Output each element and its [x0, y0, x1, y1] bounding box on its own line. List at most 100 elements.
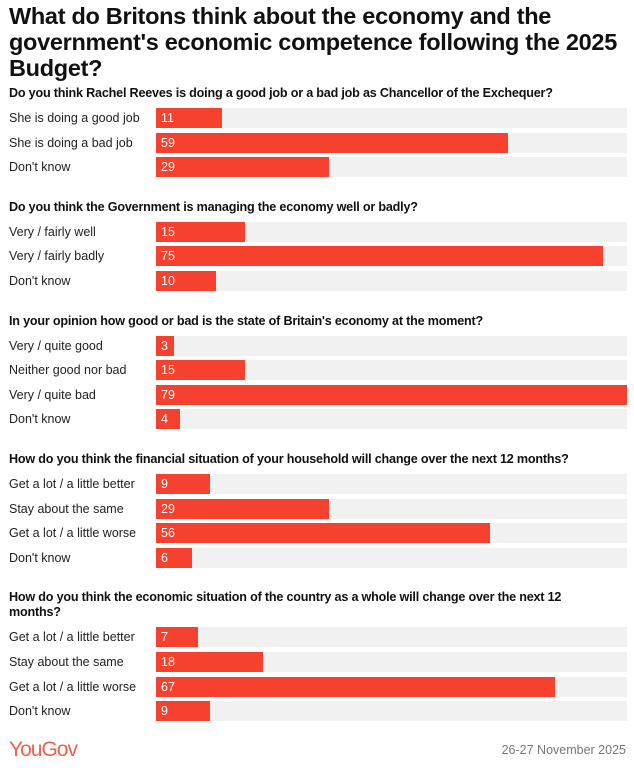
- bar-row: Stay about the same 18: [0, 650, 634, 675]
- bar-row: She is doing a good job 11: [0, 106, 634, 131]
- bar-row: Get a lot / a little better 9: [0, 472, 634, 497]
- question-panel: Do you think the Government is managing …: [0, 200, 634, 294]
- bar-track: 9: [156, 701, 627, 722]
- bar-row: Don't know 9: [0, 699, 634, 724]
- bar-row: Very / quite good 3: [0, 334, 634, 359]
- bar: [156, 473, 210, 494]
- bar: [156, 498, 329, 519]
- category-label: Don't know: [9, 160, 71, 175]
- bar-value-label: 7: [161, 630, 168, 645]
- bar: [156, 132, 508, 153]
- bar-track: 56: [156, 523, 627, 544]
- bar: [156, 335, 174, 356]
- question-panel: How do you think the economic situation …: [0, 590, 634, 723]
- bar: [156, 360, 246, 381]
- bar: [156, 270, 216, 291]
- bar: [156, 676, 556, 697]
- bar-row: Don't know 10: [0, 269, 634, 294]
- question-text: Do you think the Government is managing …: [9, 199, 418, 214]
- bar-track: 79: [156, 384, 627, 405]
- bar-value-label: 15: [161, 224, 175, 239]
- bar-track: 75: [156, 246, 627, 267]
- bar-row: Don't know 29: [0, 155, 634, 180]
- bar-row: Get a lot / a little worse 56: [0, 521, 634, 546]
- bar-value-label: 75: [161, 249, 175, 264]
- question-text: How do you think the economic situation …: [9, 590, 562, 620]
- question-panel: Do you think Rachel Reeves is doing a go…: [0, 86, 634, 180]
- bar-track: 67: [156, 676, 627, 697]
- category-label: Don't know: [9, 273, 71, 288]
- bar-track: 7: [156, 627, 627, 648]
- bar: [156, 701, 210, 722]
- chart-title: What do Britons think about the economy …: [9, 3, 617, 81]
- bar-track: 11: [156, 108, 627, 128]
- question-text: How do you think the financial situation…: [9, 451, 569, 466]
- bar-value-label: 11: [161, 111, 174, 125]
- bar-row: Get a lot / a little better 7: [0, 625, 634, 650]
- bar-value-label: 29: [161, 501, 175, 516]
- bar: [156, 246, 604, 267]
- category-label: Don't know: [9, 412, 71, 427]
- category-label: She is doing a good job: [9, 111, 140, 125]
- bar-value-label: 79: [161, 387, 175, 402]
- bar: [156, 523, 490, 544]
- bar: [156, 409, 180, 430]
- bar-row: Don't know 4: [0, 407, 634, 432]
- bar: [156, 651, 264, 672]
- bar-value-label: 9: [161, 476, 168, 491]
- yougov-logo: YouGov: [9, 738, 78, 761]
- bar-value-label: 4: [161, 412, 168, 427]
- question-text: In your opinion how good or bad is the s…: [9, 313, 483, 328]
- bar-row: Don't know 6: [0, 546, 634, 571]
- bar-track: 29: [156, 157, 627, 178]
- bar-track: 6: [156, 547, 627, 568]
- bar-track: 3: [156, 335, 627, 356]
- bar-track: 18: [156, 651, 627, 672]
- category-label: Don't know: [9, 704, 71, 719]
- bar-value-label: 15: [161, 363, 175, 378]
- question-panel: How do you think the financial situation…: [0, 452, 634, 570]
- bar: [156, 108, 222, 128]
- category-label: Stay about the same: [9, 501, 124, 516]
- bar-track: 59: [156, 132, 627, 153]
- bar-value-label: 6: [161, 550, 168, 565]
- bar-track: 29: [156, 498, 627, 519]
- category-label: Get a lot / a little worse: [9, 526, 137, 541]
- chart-panels: Do you think Rachel Reeves is doing a go…: [0, 86, 634, 744]
- category-label: Very / quite good: [9, 338, 103, 353]
- category-label: Stay about the same: [9, 654, 124, 669]
- category-label: Don't know: [9, 550, 71, 565]
- category-label: Very / quite bad: [9, 387, 96, 402]
- bar-row: Get a lot / a little worse 67: [0, 675, 634, 700]
- bar-value-label: 67: [161, 679, 175, 694]
- bar-value-label: 9: [161, 704, 168, 719]
- category-label: Get a lot / a little better: [9, 476, 135, 491]
- bar-value-label: 29: [161, 160, 175, 175]
- category-label: Get a lot / a little worse: [9, 679, 137, 694]
- bar-row: Neither good nor bad 15: [0, 358, 634, 383]
- category-label: Get a lot / a little better: [9, 630, 135, 645]
- bar: [156, 547, 192, 568]
- bar-track: 9: [156, 473, 627, 494]
- category-label: Very / fairly well: [9, 224, 96, 239]
- bar-value-label: 10: [161, 273, 175, 288]
- bar-row: Very / quite bad 79: [0, 383, 634, 408]
- bar-value-label: 59: [161, 135, 175, 150]
- survey-date: 26-27 November 2025: [501, 743, 626, 757]
- bar-track: 4: [156, 409, 627, 430]
- bar-value-label: 56: [161, 526, 175, 541]
- bar-row: Very / fairly badly 75: [0, 244, 634, 269]
- bar: [156, 221, 246, 242]
- bar: [156, 384, 627, 405]
- bar-row: Very / fairly well 15: [0, 220, 634, 245]
- bar-value-label: 3: [161, 338, 168, 353]
- bar-row: Stay about the same 29: [0, 497, 634, 522]
- bar: [156, 627, 198, 648]
- bar-value-label: 18: [161, 654, 175, 669]
- question-panel: In your opinion how good or bad is the s…: [0, 314, 634, 432]
- bar-track: 10: [156, 270, 627, 291]
- bar-row: She is doing a bad job 59: [0, 131, 634, 156]
- category-label: Neither good nor bad: [9, 363, 127, 378]
- bar: [156, 157, 329, 178]
- bar-track: 15: [156, 360, 627, 381]
